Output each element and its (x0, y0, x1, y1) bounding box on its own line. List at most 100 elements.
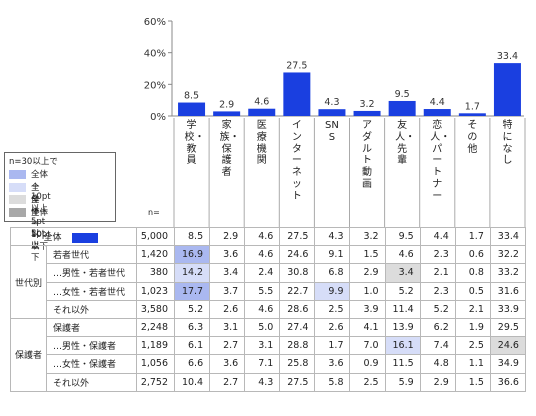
value-cell: 5.2 (384, 281, 421, 301)
value-cell: 6.1 (174, 336, 211, 356)
legend: n=30以上で 全体＋10pt以上 全体＋5pt以上 全体－5pt以下 全体－10pt… (4, 152, 116, 263)
value-cell: 9.9 (314, 281, 351, 301)
legend-label: 全体＋10pt以上 (31, 170, 51, 214)
value-cell: 5.5 (244, 281, 281, 301)
bar-value-label: 3.2 (359, 99, 374, 110)
y-tick-label: 40% (144, 49, 166, 60)
n-label: n= (148, 208, 160, 217)
value-cell: 4.6 (384, 245, 421, 265)
value-cell: 17.7 (174, 281, 211, 301)
y-tick-label: 20% (144, 80, 166, 91)
value-cell: 36.6 (489, 372, 526, 392)
row-label-text: 全体 (43, 233, 62, 244)
value-cell: 2.9 (209, 226, 246, 247)
value-cell: 24.6 (279, 245, 316, 265)
table-row: …男性・若者世代 380 14.2 3.4 2.4 30.8 6.8 2.9 3.4 2.1 0.8… (11, 263, 526, 283)
bar (213, 111, 241, 116)
n-cell: 1,023 (136, 281, 176, 301)
value-cell: 6.2 (419, 317, 456, 338)
y-tick-label: 60% (144, 17, 166, 28)
value-cell: 5.8 (314, 372, 351, 392)
value-cell: 2.9 (419, 372, 456, 392)
value-cell: 4.3 (314, 226, 351, 247)
value-cell: 7.1 (244, 354, 281, 374)
bar (248, 108, 276, 116)
table-row: それ以外 3,580 5.2 2.6 4.6 28.6 2.5 3.9 11.4 5.2 2.1 33… (11, 299, 526, 319)
bar (318, 109, 346, 116)
legend-swatch (9, 170, 26, 179)
value-cell: 7.0 (349, 336, 386, 356)
value-cell: 2.3 (419, 245, 456, 265)
value-cell: 2.1 (454, 299, 491, 319)
value-cell: 10.4 (174, 372, 211, 392)
table-row: 保護者 保護者 2,248 6.3 3.1 5.0 27.4 2.6 4.1 13.9 6.2 1.9… (10, 317, 526, 392)
value-cell: 2.4 (244, 263, 281, 283)
n-cell: 2,248 (136, 317, 176, 338)
value-cell: 9.5 (384, 226, 421, 247)
bar (353, 110, 381, 116)
bar-value-label: 1.7 (465, 101, 480, 112)
row-label: …男性・若者世代 (45, 263, 138, 283)
bar (493, 63, 521, 116)
value-cell: 33.9 (489, 299, 526, 319)
value-cell: 6.6 (174, 354, 211, 374)
legend-swatch (9, 195, 26, 204)
value-cell: 5.9 (384, 372, 421, 392)
table-row: …男性・保護者 1,189 6.1 2.7 3.1 28.8 1.7 7.0 16.1 7.4 2.… (11, 336, 526, 356)
category-label: 家族・保護者 (219, 120, 240, 179)
legend-title: n=30以上で (9, 157, 58, 167)
value-cell: 11.4 (384, 299, 421, 319)
value-cell: 29.5 (489, 317, 526, 338)
value-cell: 0.5 (454, 281, 491, 301)
category-label: その他 (467, 120, 478, 155)
value-cell: 4.1 (349, 317, 386, 338)
value-cell: 2.5 (349, 372, 386, 392)
value-cell: 3.1 (244, 336, 281, 356)
value-cell: 2.6 (209, 299, 246, 319)
value-cell: 4.6 (244, 245, 281, 265)
value-cell: 8.5 (174, 226, 211, 247)
category-label: SNS (325, 120, 339, 143)
value-cell: 28.8 (279, 336, 316, 356)
value-cell: 27.4 (279, 317, 316, 338)
value-cell: 24.6 (489, 336, 526, 356)
value-cell: 3.6 (209, 245, 246, 265)
value-cell: 1.5 (454, 372, 491, 392)
bar-value-label: 2.9 (219, 99, 234, 110)
value-cell: 31.6 (489, 281, 526, 301)
value-cell: 13.9 (384, 317, 421, 338)
bar-value-label: 27.5 (286, 60, 307, 71)
value-cell: 2.5 (314, 299, 351, 319)
value-cell: 2.7 (209, 372, 246, 392)
value-cell: 28.6 (279, 299, 316, 319)
row-label: …女性・若者世代 (45, 281, 138, 301)
value-cell: 6.8 (314, 263, 351, 283)
bar-value-label: 4.3 (324, 97, 339, 108)
value-cell: 0.6 (454, 245, 491, 265)
category-label: 特になし (502, 120, 513, 167)
value-cell: 16.9 (174, 245, 211, 265)
legend-swatch (9, 182, 26, 192)
value-cell: 9.1 (314, 245, 351, 265)
bar-value-label: 4.4 (430, 97, 445, 108)
value-cell: 32.2 (489, 245, 526, 265)
value-cell: 34.9 (489, 354, 526, 374)
value-cell: 1.7 (454, 226, 491, 247)
bar (283, 72, 311, 116)
value-cell: 30.8 (279, 263, 316, 283)
row-label: それ以外 (45, 372, 138, 392)
value-cell: 2.3 (419, 281, 456, 301)
value-cell: 33.4 (489, 226, 526, 247)
value-cell: 3.2 (349, 226, 386, 247)
bar-value-label: 33.4 (497, 51, 518, 62)
value-cell: 33.2 (489, 263, 526, 283)
data-table: 全体 5,000 8.5 2.9 4.6 27.5 4.3 3.2 9.5 4.4 1.7 33.4 世… (9, 226, 526, 392)
bar-value-label: 8.5 (184, 91, 199, 102)
group-label: 世代別 (10, 245, 47, 319)
n-cell: 2,752 (136, 372, 176, 392)
table-row-total: 全体 5,000 8.5 2.9 4.6 27.5 4.3 3.2 9.5 4.4 1.7 33.4 (9, 226, 526, 247)
category-label: インターネット (291, 120, 302, 202)
value-cell: 1.5 (349, 245, 386, 265)
bar (458, 113, 486, 116)
